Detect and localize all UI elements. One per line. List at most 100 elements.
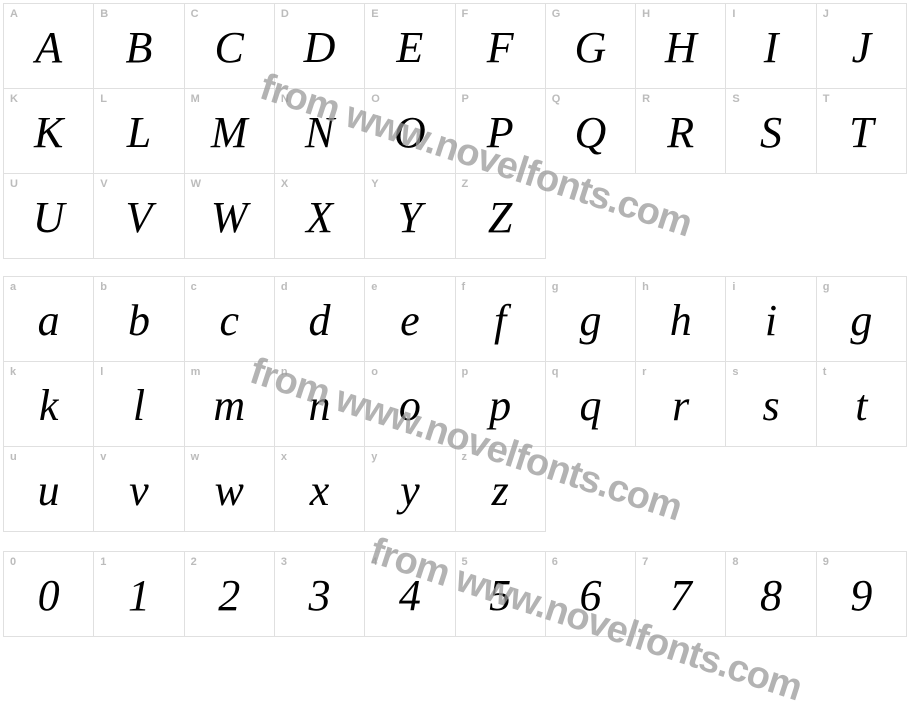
char-label: 1 [100, 556, 106, 568]
char-glyph: i [765, 299, 777, 343]
char-label: m [191, 366, 201, 378]
char-cell: A A [3, 3, 94, 89]
char-cell: t t [816, 361, 907, 447]
char-cell: 3 3 [274, 551, 365, 637]
section-gap [4, 532, 907, 552]
char-cell: X X [274, 173, 365, 259]
char-glyph: F [487, 26, 514, 70]
char-cell: i i [725, 276, 816, 362]
char-cell: 4 4 [364, 551, 455, 637]
char-glyph: N [305, 111, 334, 155]
char-label: 7 [642, 556, 648, 568]
char-label: p [462, 366, 469, 378]
char-glyph: G [575, 26, 607, 70]
char-glyph: Z [488, 196, 512, 240]
char-glyph: 6 [579, 574, 601, 618]
char-cell: y y [364, 446, 455, 532]
char-cell: x x [274, 446, 365, 532]
char-label: n [281, 366, 288, 378]
char-cell: H H [635, 3, 726, 89]
char-glyph: T [849, 111, 873, 155]
char-cell: T T [816, 88, 907, 174]
char-label: c [191, 281, 197, 293]
char-cell: K K [3, 88, 94, 174]
char-glyph: y [400, 469, 420, 513]
char-label: C [191, 8, 199, 20]
char-label: D [281, 8, 289, 20]
char-glyph: w [215, 469, 244, 513]
char-cell: E E [364, 3, 455, 89]
char-cell: a a [3, 276, 94, 362]
char-glyph: n [309, 384, 331, 428]
char-label: E [371, 8, 378, 20]
char-cell: p p [455, 361, 546, 447]
char-glyph: D [304, 26, 336, 70]
char-label: F [462, 8, 469, 20]
uppercase-grid: A A B B C C D D E E F F G G H H I I J J … [4, 4, 907, 259]
char-cell: d d [274, 276, 365, 362]
digits-grid: 0 0 1 1 2 2 3 3 4 4 5 5 6 6 7 7 8 8 9 9 [4, 552, 907, 637]
char-label: O [371, 93, 380, 105]
char-cell: S S [725, 88, 816, 174]
char-glyph: g [850, 299, 872, 343]
char-glyph: 4 [399, 574, 421, 618]
char-label: 2 [191, 556, 197, 568]
char-cell: Y Y [364, 173, 455, 259]
char-label: k [10, 366, 16, 378]
char-glyph: S [760, 111, 782, 155]
char-cell: Z Z [455, 173, 546, 259]
char-glyph: 8 [760, 574, 782, 618]
char-cell: O O [364, 88, 455, 174]
empty-cell [635, 173, 726, 259]
char-glyph: 5 [489, 574, 511, 618]
char-cell: 2 2 [184, 551, 275, 637]
empty-cell [725, 173, 816, 259]
char-label: W [191, 178, 201, 190]
char-cell: g g [545, 276, 636, 362]
char-label: P [462, 93, 469, 105]
char-cell: r r [635, 361, 726, 447]
char-cell: Q Q [545, 88, 636, 174]
char-cell: L L [93, 88, 184, 174]
char-label: s [732, 366, 738, 378]
char-cell: k k [3, 361, 94, 447]
char-cell: n n [274, 361, 365, 447]
char-cell: q q [545, 361, 636, 447]
section-gap [4, 259, 907, 277]
char-label: N [281, 93, 289, 105]
char-glyph: Q [575, 111, 607, 155]
char-cell: B B [93, 3, 184, 89]
char-label: 4 [371, 556, 377, 568]
char-label: L [100, 93, 107, 105]
char-label: h [642, 281, 649, 293]
char-label: J [823, 8, 829, 20]
char-glyph: V [125, 196, 152, 240]
char-glyph: 7 [670, 574, 692, 618]
empty-cell [545, 446, 636, 532]
char-label: u [10, 451, 17, 463]
char-label: t [823, 366, 827, 378]
char-glyph: Y [398, 196, 422, 240]
char-glyph: U [33, 196, 65, 240]
char-cell: u u [3, 446, 94, 532]
char-label: Q [552, 93, 561, 105]
char-label: A [10, 8, 18, 20]
char-cell: 5 5 [455, 551, 546, 637]
char-cell: P P [455, 88, 546, 174]
char-label: 9 [823, 556, 829, 568]
char-cell: o o [364, 361, 455, 447]
char-glyph: p [489, 384, 511, 428]
char-label: M [191, 93, 200, 105]
char-glyph: u [38, 469, 60, 513]
char-glyph: b [128, 299, 150, 343]
char-label: y [371, 451, 377, 463]
char-cell: W W [184, 173, 275, 259]
char-glyph: l [133, 384, 145, 428]
char-label: G [552, 8, 561, 20]
char-cell: 6 6 [545, 551, 636, 637]
char-glyph: 2 [218, 574, 240, 618]
char-label: S [732, 93, 739, 105]
char-label: 8 [732, 556, 738, 568]
char-glyph: o [399, 384, 421, 428]
char-glyph: s [762, 384, 779, 428]
